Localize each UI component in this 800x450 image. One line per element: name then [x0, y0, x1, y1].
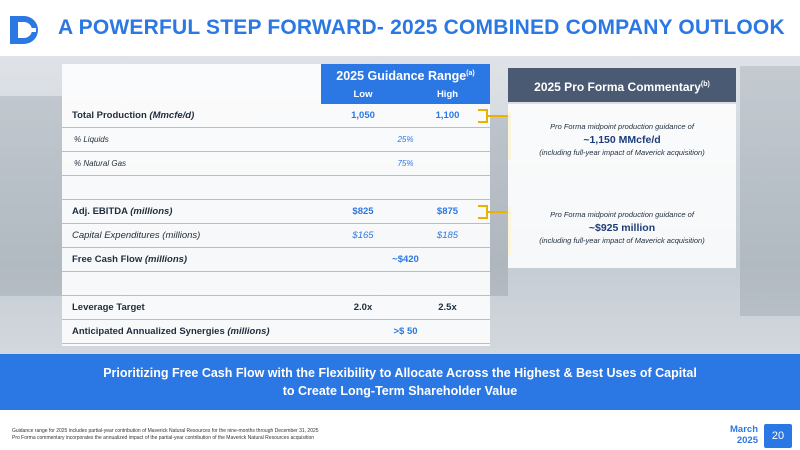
row-total-production: Total Production (Mmcfe/d) 1,050 1,100 [62, 104, 490, 128]
row-label: % Liquids [74, 135, 109, 144]
row-value: 75% [397, 159, 414, 168]
row-label: % Natural Gas [74, 159, 127, 168]
row-label: Anticipated Annualized Synergies (millio… [72, 326, 270, 337]
footnote-a: Guidance range for 2025 includes partial… [12, 428, 319, 434]
row-high-value: $875 [436, 206, 459, 217]
row-low-value: 1,050 [351, 110, 375, 121]
row-natural-gas: % Natural Gas 75% [62, 152, 490, 176]
row-leverage-target: Leverage Target 2.0x 2.5x [62, 296, 490, 320]
date-month: March [730, 424, 758, 435]
row-low-value: $825 [352, 206, 374, 217]
row-high-value: 1,100 [435, 110, 460, 121]
commentary-panel [508, 104, 736, 268]
row-free-cash-flow: Free Cash Flow (millions) ~$420 [62, 248, 490, 272]
commentary-note: (including full-year impact of Maverick … [539, 236, 705, 245]
row-high-value: $185 [436, 230, 459, 241]
row-value: 25% [397, 135, 414, 144]
row-synergies: Anticipated Annualized Synergies (millio… [62, 320, 490, 344]
footnote-b: Pro Forma commentary incorporates the an… [12, 435, 315, 441]
row-value: ~$420 [392, 254, 419, 265]
row-low-value: 2.0x [353, 302, 373, 313]
row-label: Leverage Target [72, 302, 145, 313]
summary-banner: Prioritizing Free Cash Flow with the Fle… [0, 354, 800, 410]
low-column-header: Low [353, 89, 373, 100]
row-low-value: $165 [352, 230, 374, 241]
guidance-title-note: (a) [466, 69, 475, 77]
row-label: Total Production (Mmcfe/d) [72, 110, 195, 121]
banner-line-2: to Create Long-Term Shareholder Value [282, 384, 518, 398]
company-logo-icon [10, 16, 38, 44]
row-capex: Capital Expenditures (millions) $165 $18… [62, 224, 490, 248]
page-number: 20 [764, 424, 792, 448]
commentary-note: (including full-year impact of Maverick … [539, 148, 705, 157]
production-connector-line [488, 115, 510, 117]
commentary-intro: Pro Forma midpoint production guidance o… [550, 210, 694, 219]
row-spacer [62, 272, 490, 296]
high-column-header: High [436, 89, 459, 100]
commentary-title-note: (b) [700, 81, 710, 88]
row-adj-ebitda: Adj. EBITDA (millions) $825 $875 [62, 200, 490, 224]
commentary-intro: Pro Forma midpoint production guidance o… [550, 122, 694, 131]
production-bracket-icon [478, 109, 488, 123]
row-label: Free Cash Flow (millions) [72, 254, 188, 265]
guidance-table-panel [62, 64, 490, 346]
guidance-title: 2025 Guidance Range(a) [336, 69, 475, 83]
row-spacer [62, 176, 490, 200]
production-commentary: Pro Forma midpoint production guidance o… [508, 122, 736, 157]
commentary-value: ~1,150 MMcfe/d [583, 134, 661, 146]
commentary-value: ~$925 million [588, 222, 656, 234]
ebitda-connector-line [488, 211, 510, 213]
ebitda-commentary: Pro Forma midpoint production guidance o… [508, 210, 736, 245]
row-label: Capital Expenditures (millions) [72, 230, 201, 241]
row-value: >$ 50 [393, 326, 418, 337]
banner-line-1: Prioritizing Free Cash Flow with the Fle… [103, 366, 697, 380]
row-liquids: % Liquids 25% [62, 128, 490, 152]
ebitda-bracket-icon [478, 205, 488, 219]
guidance-header: 2025 Guidance Range(a) Low High [321, 64, 490, 104]
commentary-header: 2025 Pro Forma Commentary(b) [508, 68, 736, 102]
row-high-value: 2.5x [438, 302, 457, 313]
row-label: Adj. EBITDA (millions) [72, 206, 173, 217]
page-title: A POWERFUL STEP FORWARD- 2025 COMBINED C… [58, 16, 785, 39]
date-year: 2025 [736, 435, 758, 446]
